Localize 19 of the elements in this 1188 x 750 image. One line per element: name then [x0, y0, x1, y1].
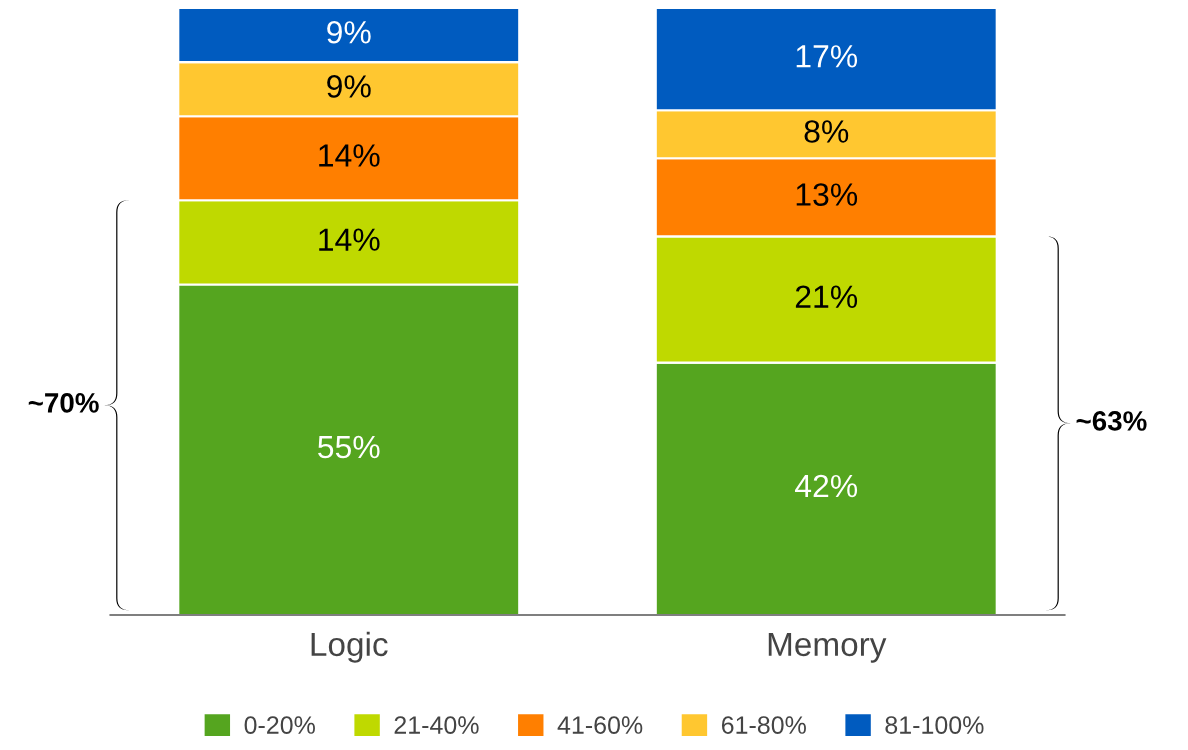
- text: ~70%: [28, 393, 99, 413]
- data-label: 55%: [318, 435, 380, 459]
- data-label: 21%: [795, 285, 858, 308]
- data-label: 9%: [327, 21, 371, 44]
- legend-label: 81-100%: [885, 716, 984, 734]
- legend-label: 0-20%: [244, 716, 315, 734]
- data-label: 14%: [319, 228, 380, 251]
- data-label: 42%: [795, 474, 858, 498]
- data-label: 8%: [804, 120, 849, 143]
- text: ~63%: [1076, 411, 1147, 431]
- data-label: 14%: [319, 144, 380, 167]
- legend-label: 41-60%: [557, 716, 643, 734]
- legend-label: 61-80%: [721, 716, 806, 734]
- x-tick-label: Logic: [311, 631, 388, 663]
- x-tick-label: Memory: [768, 632, 887, 663]
- data-label: 9%: [327, 75, 371, 98]
- data-label: 13%: [796, 183, 858, 206]
- legend-label: 21-40%: [394, 716, 479, 734]
- data-label: 17%: [796, 45, 858, 68]
